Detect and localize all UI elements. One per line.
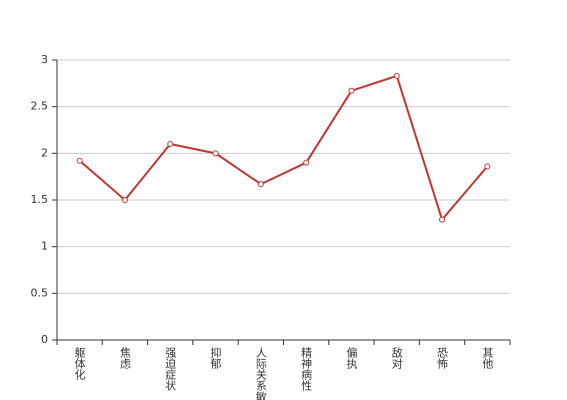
x-tick-label: 人际关系敏感	[254, 347, 267, 400]
x-tick-label: 偏执	[345, 346, 358, 370]
point	[257, 181, 264, 188]
line	[78, 74, 489, 222]
point	[439, 216, 446, 223]
y-tick-label: 2	[41, 146, 48, 159]
x-tick-label: 其他	[481, 347, 494, 369]
point	[393, 72, 400, 79]
x-tick-label: 精神病性	[300, 347, 313, 392]
y-tick-label: 1	[41, 240, 48, 253]
y-tick-label: 0.5	[31, 286, 49, 299]
y-tick-label: 3	[41, 53, 48, 66]
y-tick-label: 2.5	[31, 100, 49, 113]
y-tick-label: 0	[41, 333, 48, 346]
point	[121, 197, 128, 203]
point	[76, 157, 83, 164]
point	[167, 141, 174, 147]
point	[303, 159, 310, 166]
x-tick-label: 躯体化	[73, 347, 86, 381]
x-tick-label: 焦虑	[118, 347, 131, 369]
x-tick-label: 强迫症状	[164, 347, 177, 391]
y-tick-label: 1.5	[31, 193, 49, 206]
point	[348, 87, 355, 94]
point	[484, 163, 491, 170]
x-tick-label: 恐怖	[436, 347, 449, 369]
x-tick-label: 敌对	[390, 346, 403, 369]
x-tick-label: 抑郁	[209, 346, 222, 369]
point	[212, 150, 219, 157]
